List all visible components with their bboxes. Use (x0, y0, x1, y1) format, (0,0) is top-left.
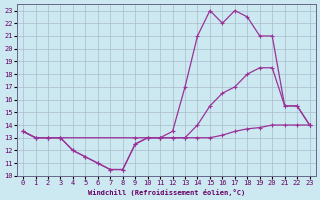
X-axis label: Windchill (Refroidissement éolien,°C): Windchill (Refroidissement éolien,°C) (88, 189, 245, 196)
